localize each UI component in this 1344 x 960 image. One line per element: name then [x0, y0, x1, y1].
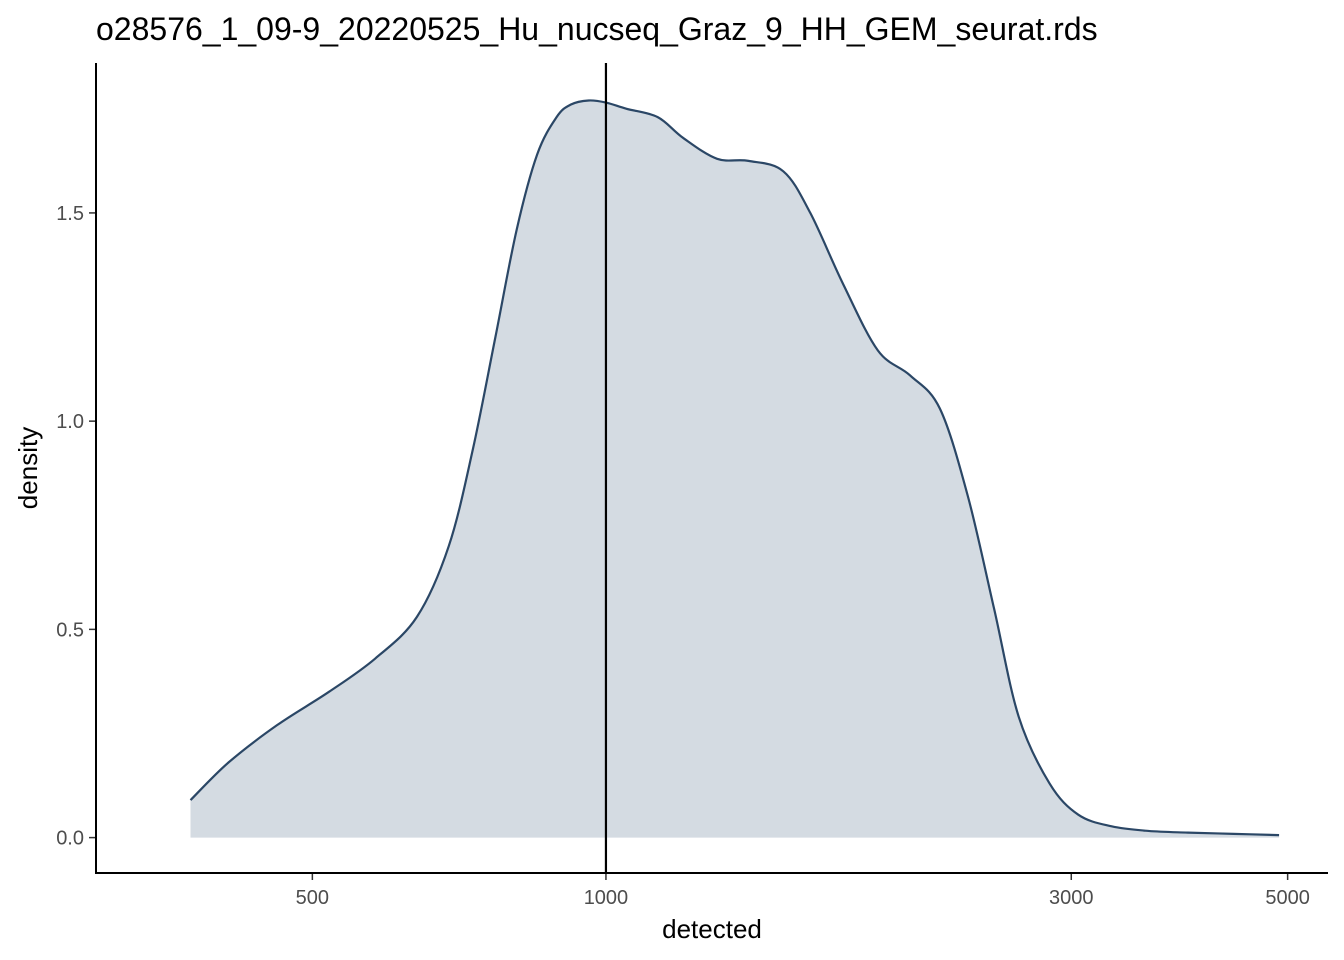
y-tick-label: 0.5 — [56, 619, 84, 641]
x-tick-label: 5000 — [1265, 887, 1310, 909]
y-tick-label: 1.5 — [56, 203, 84, 225]
x-tick-label: 500 — [296, 887, 329, 909]
x-axis-ticks: 500 1000 3000 5000 — [296, 873, 1310, 909]
y-axis-title: density — [13, 427, 43, 509]
chart-title: o28576_1_09-9_20220525_Hu_nucseq_Graz_9_… — [96, 11, 1098, 47]
density-curve — [189, 99, 1280, 837]
plot-area — [189, 63, 1280, 873]
x-tick-label: 1000 — [584, 887, 629, 909]
x-axis-title: detected — [662, 914, 762, 944]
y-tick-label: 0.0 — [56, 828, 84, 850]
y-tick-label: 1.0 — [56, 411, 84, 433]
y-axis-ticks: 0.0 0.5 1.0 1.5 — [56, 203, 96, 850]
x-tick-label: 3000 — [1049, 887, 1094, 909]
density-area-fill — [190, 100, 1280, 838]
